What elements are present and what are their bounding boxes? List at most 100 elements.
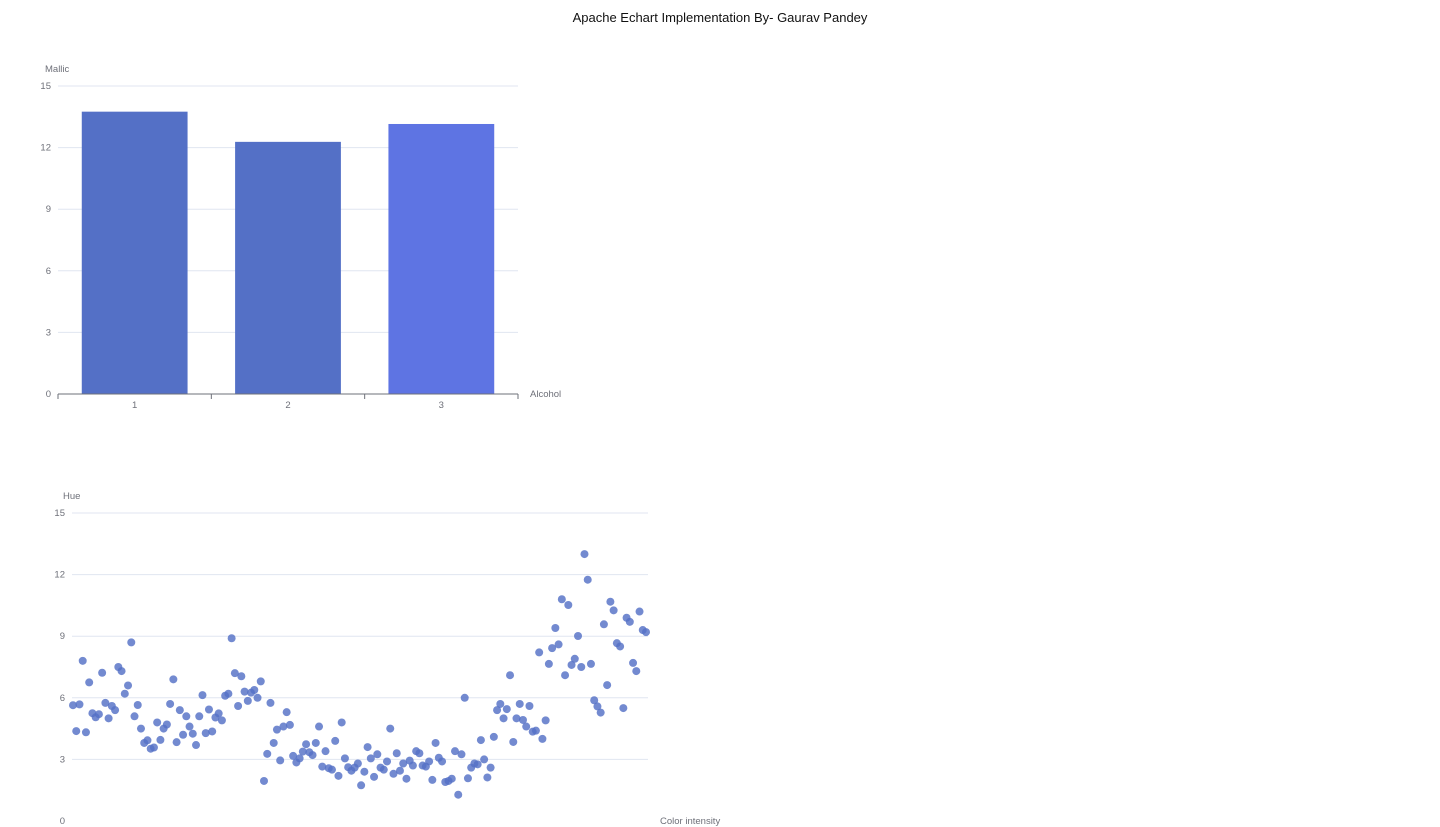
scatter-point: [408, 761, 417, 770]
scatter-point: [237, 672, 246, 681]
scatter-point: [256, 677, 265, 686]
y-axis-title: Hue: [63, 491, 80, 502]
y-tick-label: 15: [40, 81, 51, 92]
scatter-point: [78, 656, 87, 665]
scatter-point: [282, 708, 291, 717]
scatter-point: [383, 757, 392, 766]
scatter-point: [544, 659, 553, 668]
scatter-point: [334, 771, 343, 780]
scatter-point: [541, 716, 550, 725]
scatter-point: [136, 724, 145, 733]
scatter-point: [230, 669, 239, 678]
scatter-point: [127, 638, 136, 647]
scatter-point: [260, 776, 268, 785]
scatter-point: [250, 685, 259, 694]
scatter-point: [561, 671, 570, 680]
scatter-point: [522, 722, 531, 731]
scatter-point: [509, 737, 518, 746]
scatter-point: [425, 757, 434, 766]
scatter-point: [473, 760, 482, 769]
scatter-point: [172, 738, 181, 747]
scatter-point: [619, 704, 628, 713]
scatter-point: [276, 756, 285, 765]
scatter-point: [130, 712, 139, 721]
scatter-point: [392, 749, 401, 758]
scatter-point: [253, 693, 262, 702]
scatter-point: [567, 660, 576, 669]
x-tick-label: 2: [285, 400, 290, 411]
scatter-point: [315, 722, 324, 731]
scatter-point: [179, 730, 188, 739]
scatter-point: [596, 708, 605, 717]
scatter-point: [308, 751, 317, 760]
scatter-point: [263, 749, 272, 758]
scatter-point: [379, 765, 388, 774]
y-tick-label: 15: [54, 508, 65, 519]
scatter-point: [81, 728, 90, 737]
y-tick-label: 3: [46, 327, 51, 338]
scatter-point: [535, 648, 544, 657]
scatter-point: [370, 772, 379, 781]
scatter-point: [295, 754, 304, 763]
scatter-point: [476, 736, 485, 745]
scatter-point: [311, 738, 320, 747]
scatter-point: [438, 757, 447, 766]
scatter-point: [506, 671, 515, 680]
y-tick-label: 9: [46, 204, 51, 215]
y-tick-label: 0: [46, 389, 51, 400]
scatter-point: [363, 743, 372, 752]
scatter-point: [302, 740, 311, 749]
scatter-point: [169, 675, 178, 684]
scatter-point: [395, 766, 404, 775]
scatter-point: [525, 702, 534, 711]
scatter-point: [451, 747, 459, 756]
scatter-point: [120, 689, 129, 698]
x-tick-label: 3: [439, 400, 444, 411]
scatter-point: [360, 767, 369, 776]
scatter-point: [117, 667, 126, 676]
scatter-point: [373, 750, 382, 759]
y-axis-title: Mallic: [45, 64, 70, 75]
scatter-point: [642, 628, 650, 637]
scatter-point: [104, 714, 113, 723]
scatter-point: [577, 663, 586, 671]
scatter-point: [480, 755, 489, 764]
scatter-point: [269, 738, 278, 747]
scatter-point: [243, 696, 252, 705]
scatter-point: [518, 715, 527, 724]
y-tick-label: 3: [60, 754, 65, 765]
scatter-point: [201, 729, 210, 738]
scatter-point: [551, 623, 560, 632]
scatter-point: [72, 727, 81, 736]
scatter-point: [357, 781, 366, 790]
scatter-point: [632, 667, 641, 676]
y-tick-label: 12: [40, 143, 51, 154]
scatter-point: [415, 749, 424, 758]
scatter-point: [454, 790, 463, 799]
scatter-point: [635, 607, 644, 616]
scatter-point: [486, 763, 495, 772]
scatter-point: [616, 642, 625, 651]
scatter-point: [266, 698, 275, 707]
scatter-point: [217, 716, 226, 725]
scatter-point: [447, 774, 456, 783]
bar-2: [235, 141, 341, 394]
scatter-point: [515, 699, 524, 708]
scatter-point: [175, 706, 184, 715]
scatter-point: [431, 738, 440, 747]
scatter-point: [227, 634, 236, 643]
y-tick-label: 12: [54, 570, 65, 581]
scatter-point: [366, 754, 375, 763]
scatter-point: [94, 710, 103, 719]
y-tick-label: 6: [60, 693, 65, 704]
scatter-point: [101, 698, 110, 707]
scatter-point: [337, 718, 346, 727]
scatter-point: [289, 751, 298, 760]
scatter-point: [460, 693, 469, 702]
scatter-point: [224, 689, 233, 698]
scatter-point: [512, 714, 521, 723]
scatter-point: [629, 658, 638, 667]
scatter-point: [195, 712, 204, 721]
scatter-point: [603, 681, 612, 690]
